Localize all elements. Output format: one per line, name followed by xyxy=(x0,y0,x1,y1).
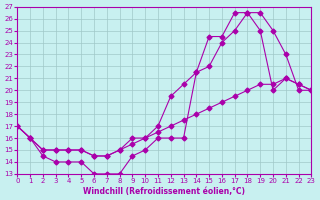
X-axis label: Windchill (Refroidissement éolien,°C): Windchill (Refroidissement éolien,°C) xyxy=(84,187,245,196)
